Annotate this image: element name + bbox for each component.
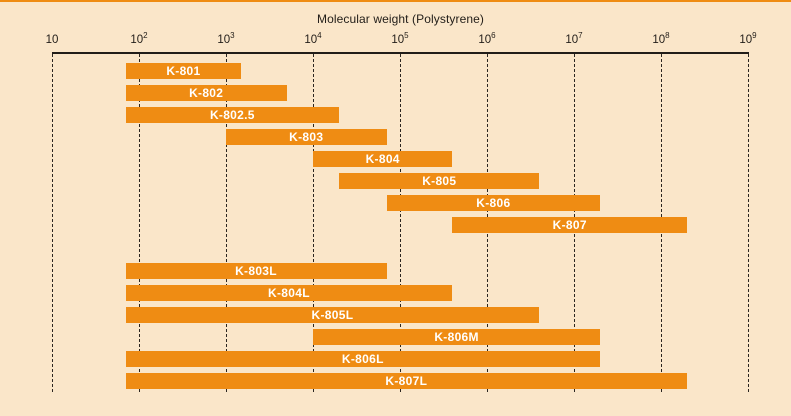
bar-k-802-5: K-802.5 bbox=[125, 107, 340, 123]
bar-k-801: K-801 bbox=[125, 63, 242, 79]
gridline-10e3 bbox=[226, 54, 227, 392]
gridline-10e5 bbox=[400, 54, 401, 392]
bar-label: K-805 bbox=[422, 174, 457, 188]
bar-k-805: K-805 bbox=[339, 173, 540, 189]
x-tick-label-10e3: 103 bbox=[217, 31, 235, 46]
bar-k-803l: K-803L bbox=[125, 263, 387, 279]
bar-label: K-802 bbox=[189, 86, 224, 100]
gridline-10e9 bbox=[748, 54, 749, 392]
bar-label: K-807L bbox=[385, 374, 428, 388]
bar-label: K-807 bbox=[552, 218, 587, 232]
bar-k-803: K-803 bbox=[226, 129, 387, 145]
bar-label: K-802.5 bbox=[209, 108, 255, 122]
bar-k-804: K-804 bbox=[313, 151, 453, 167]
chart-title: Molecular weight (Polystyrene) bbox=[316, 12, 485, 26]
bar-label: K-801 bbox=[166, 64, 201, 78]
bar-label: K-806M bbox=[434, 330, 479, 344]
bar-label: K-806L bbox=[341, 352, 384, 366]
x-tick-label-10e9: 109 bbox=[739, 31, 757, 46]
x-tick-label-10e6: 106 bbox=[478, 31, 496, 46]
x-tick-label-10e4: 104 bbox=[304, 31, 322, 46]
bar-k-806m: K-806M bbox=[313, 329, 601, 345]
x-axis-line bbox=[52, 52, 749, 54]
bar-k-804l: K-804L bbox=[125, 285, 453, 301]
gridline-10e2 bbox=[139, 54, 140, 392]
bar-k-806l: K-806L bbox=[125, 351, 601, 367]
x-tick-label-10e5: 105 bbox=[391, 31, 409, 46]
bar-label: K-803L bbox=[235, 264, 277, 278]
bar-k-805l: K-805L bbox=[125, 307, 540, 323]
x-tick-label-10e2: 102 bbox=[130, 31, 148, 46]
bar-label: K-803 bbox=[289, 130, 324, 144]
x-tick-label-10e8: 108 bbox=[652, 31, 670, 46]
bar-k-802: K-802 bbox=[125, 85, 287, 101]
x-tick-label-10e7: 107 bbox=[565, 31, 583, 46]
bar-label: K-806 bbox=[476, 196, 511, 210]
bar-k-807: K-807 bbox=[452, 217, 688, 233]
gridline-10e1 bbox=[52, 54, 53, 392]
bar-k-807l: K-807L bbox=[125, 373, 688, 389]
bar-label: K-804L bbox=[268, 286, 310, 300]
x-tick-label-10e1: 10 bbox=[45, 34, 59, 46]
gridline-10e4 bbox=[313, 54, 314, 392]
bar-k-806: K-806 bbox=[386, 195, 601, 211]
bar-label: K-805L bbox=[311, 308, 354, 322]
bar-label: K-804 bbox=[365, 152, 400, 166]
